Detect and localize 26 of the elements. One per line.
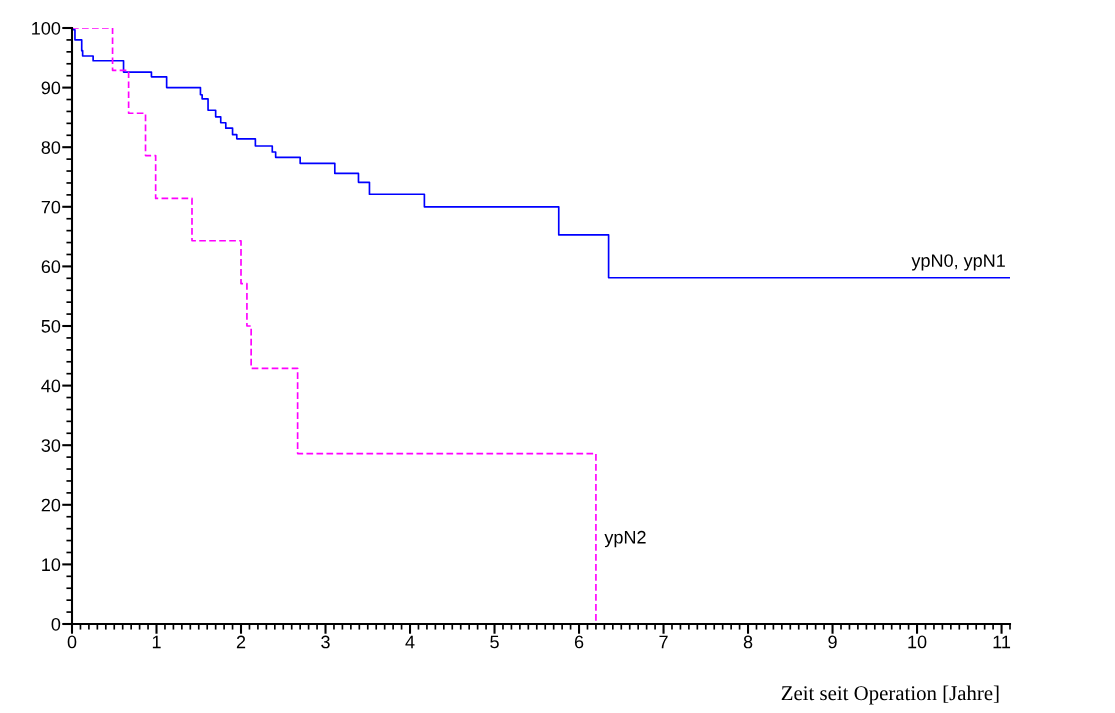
x-tick-label: 11 xyxy=(993,635,1011,649)
y-tick-label: 30 xyxy=(41,439,61,452)
y-tick-label: 10 xyxy=(42,558,61,572)
y-tick-label: 40 xyxy=(41,379,61,393)
x-tick-label: 3 xyxy=(321,635,330,649)
series-label: ypN0, ypN1 xyxy=(911,254,1005,271)
x-tick-label: 6 xyxy=(574,635,584,649)
x-tick-label: 1 xyxy=(152,635,161,649)
y-tick-label: 80 xyxy=(41,141,61,154)
x-tick-label: 9 xyxy=(828,635,837,649)
x-tick-label: 10 xyxy=(908,635,927,649)
x-tick-label: 4 xyxy=(405,635,415,649)
y-tick-label: 0 xyxy=(51,617,61,631)
y-tick-label: 90 xyxy=(41,81,61,95)
x-tick-label: 5 xyxy=(490,635,499,649)
x-tick-label: 7 xyxy=(659,635,668,649)
y-tick-label: 100 xyxy=(32,21,61,35)
x-tick-label: 8 xyxy=(743,635,753,649)
x-tick-label: 0 xyxy=(67,635,77,649)
y-tick-label: 70 xyxy=(41,200,61,214)
x-tick-label: 2 xyxy=(236,635,246,649)
y-tick-label: 20 xyxy=(41,498,61,512)
series-label: ypN2 xyxy=(604,530,646,548)
x-axis-title: Zeit seit Operation [Jahre] xyxy=(781,685,999,705)
y-tick-label: 60 xyxy=(41,260,61,274)
y-tick-label: 50 xyxy=(41,319,61,333)
